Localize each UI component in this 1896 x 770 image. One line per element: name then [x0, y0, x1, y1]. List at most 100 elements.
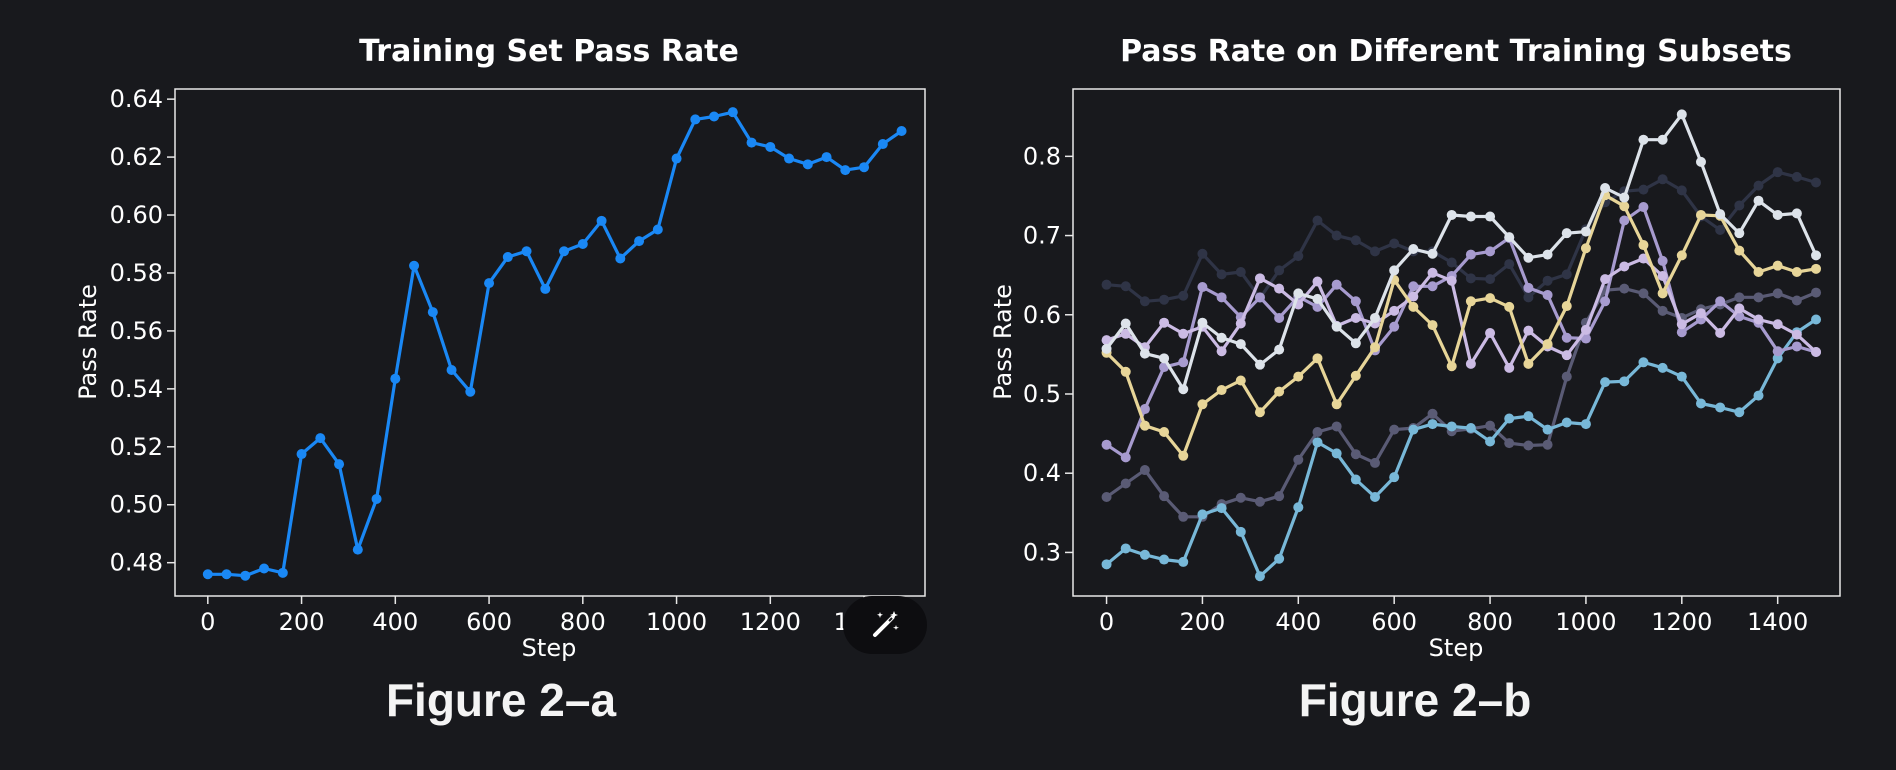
data-point [1580, 419, 1591, 430]
data-point [1791, 171, 1802, 182]
data-point [1485, 274, 1496, 285]
data-point [1235, 266, 1246, 277]
data-point [1580, 333, 1591, 344]
data-point [1523, 440, 1534, 451]
series-subset-1 [1101, 167, 1822, 307]
chart-a-y-label: Pass Rate [74, 284, 102, 400]
data-point [1216, 269, 1227, 280]
data-point [1542, 424, 1553, 435]
data-point [1350, 312, 1361, 323]
data-point [1235, 318, 1246, 329]
data-point [259, 563, 270, 574]
data-point [371, 493, 382, 504]
data-point [784, 153, 795, 164]
data-point [1120, 478, 1131, 489]
data-point [1465, 296, 1476, 307]
x-tick-label: 800 [560, 608, 606, 636]
data-point [1216, 332, 1227, 343]
y-tick-label: 0.58 [110, 259, 163, 287]
data-point [1120, 543, 1131, 554]
data-point [1235, 492, 1246, 503]
data-point [1331, 279, 1342, 290]
data-point [1350, 235, 1361, 246]
series-line [1105, 318, 1817, 578]
data-point [1715, 296, 1726, 307]
data-point [1274, 344, 1285, 355]
data-point [1331, 230, 1342, 241]
data-point [1274, 265, 1285, 276]
data-point [1446, 275, 1457, 286]
data-point [1753, 266, 1764, 277]
data-point [1811, 250, 1822, 261]
data-point [1676, 250, 1687, 261]
data-point [521, 246, 532, 257]
chart-b-x-axis: 0 200 400 600 800 1000 1200 1400 [1099, 596, 1808, 636]
magic-edit-button[interactable] [843, 596, 927, 654]
y-tick-label: 0.60 [110, 201, 163, 229]
data-point [1657, 270, 1668, 281]
data-point [1120, 318, 1131, 329]
y-tick-label: 0.64 [110, 85, 163, 113]
data-point [1101, 343, 1112, 354]
y-tick-label: 0.3 [1023, 538, 1061, 566]
data-point [1350, 474, 1361, 485]
data-point [1120, 366, 1131, 377]
data-point [1523, 282, 1534, 293]
chart-b-title: Pass Rate on Different Training Subsets [1120, 34, 1792, 69]
data-point [240, 570, 251, 581]
data-point [1619, 192, 1630, 203]
data-point [1772, 260, 1783, 271]
series-line [207, 110, 903, 578]
chart-b-y-label: Pass Rate [989, 284, 1017, 400]
data-point [1791, 208, 1802, 219]
data-point [1101, 559, 1112, 570]
data-point [1254, 407, 1265, 418]
data-point [1657, 288, 1668, 299]
data-point [1791, 341, 1802, 352]
data-point [1715, 327, 1726, 338]
data-point [1389, 238, 1400, 249]
data-point [1695, 209, 1706, 220]
data-point [1695, 308, 1706, 319]
data-point [1446, 209, 1457, 220]
data-point [802, 159, 813, 170]
data-point [1619, 215, 1630, 226]
data-point [1331, 399, 1342, 410]
y-tick-label: 0.6 [1023, 301, 1061, 329]
data-point [1791, 329, 1802, 340]
data-point [1216, 346, 1227, 357]
data-point [1504, 259, 1515, 270]
data-point [1312, 276, 1323, 287]
chart-a-x-label: Step [522, 634, 577, 662]
data-point [1638, 134, 1649, 145]
data-point [1657, 174, 1668, 185]
data-point [1772, 319, 1783, 330]
x-tick-label: 1200 [740, 608, 801, 636]
series-training-set-pass-rate [202, 107, 907, 581]
data-point [1638, 202, 1649, 213]
data-point [1657, 134, 1668, 145]
data-point [615, 253, 626, 264]
data-point [1523, 358, 1534, 369]
data-point [1312, 293, 1323, 304]
data-point [1734, 245, 1745, 256]
data-point [1734, 200, 1745, 211]
data-point [1216, 503, 1227, 514]
data-point [1408, 291, 1419, 302]
data-point [1561, 269, 1572, 280]
data-point [1331, 421, 1342, 432]
data-point [840, 165, 851, 176]
data-point [1216, 292, 1227, 303]
data-point [1235, 339, 1246, 350]
series-line [1106, 170, 1817, 303]
chart-b-series [1101, 109, 1822, 582]
data-point [1676, 319, 1687, 330]
data-point [484, 278, 495, 289]
data-point [1753, 314, 1764, 325]
data-point [1139, 465, 1150, 476]
data-point [1427, 281, 1438, 292]
x-tick-label: 200 [279, 608, 325, 636]
y-tick-label: 0.8 [1023, 142, 1061, 170]
data-point [1254, 571, 1265, 582]
y-tick-label: 0.7 [1023, 222, 1061, 250]
